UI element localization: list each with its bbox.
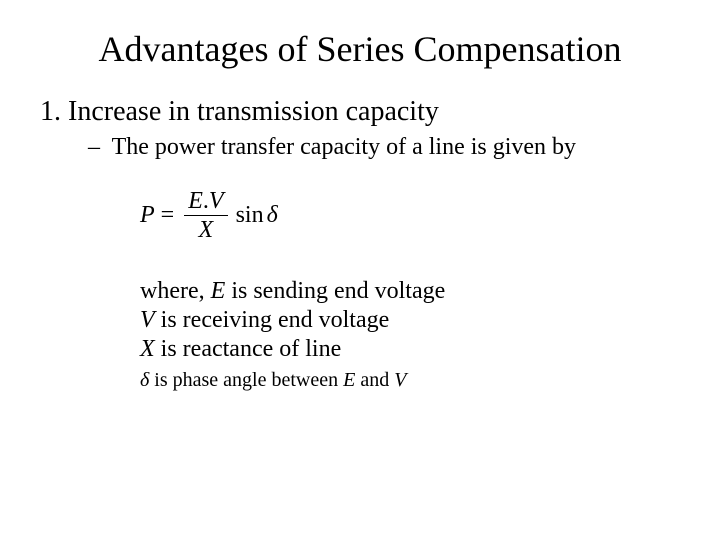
- point-1-text: Increase in transmission capacity: [61, 96, 439, 127]
- definitions: where, E is sending end voltage V is rec…: [140, 278, 680, 392]
- eq-numerator: E.V: [184, 189, 227, 216]
- def-delta-E: E: [343, 369, 355, 391]
- eq-delta: δ: [267, 202, 278, 229]
- def-X-symbol: X: [140, 336, 155, 362]
- def-V-text: is receiving end voltage: [155, 307, 390, 333]
- def-delta-and: and: [355, 369, 394, 391]
- subpoint-1: – The power transfer capacity of a line …: [88, 134, 680, 161]
- eq-denominator: X: [195, 216, 218, 242]
- eq-P: P: [140, 202, 155, 229]
- def-E: where, E is sending end voltage: [140, 278, 680, 305]
- def-X-text: is reactance of line: [155, 336, 342, 362]
- point-1: 1. Increase in transmission capacity: [40, 96, 680, 128]
- eq-equals: =: [161, 202, 175, 229]
- subpoint-1-text: The power transfer capacity of a line is…: [106, 134, 576, 160]
- def-E-symbol: E: [211, 278, 226, 304]
- equation: P = E.V X sin δ: [140, 189, 680, 242]
- slide-title: Advantages of Series Compensation: [40, 28, 680, 70]
- eq-sin: sin: [236, 202, 264, 229]
- eq-V: V: [209, 188, 224, 214]
- def-delta-text: is phase angle between: [149, 369, 343, 391]
- def-E-text: is sending end voltage: [225, 278, 445, 304]
- def-V-symbol: V: [140, 307, 155, 333]
- def-delta: δ is phase angle between E and V: [140, 369, 680, 392]
- bullet-dash: –: [88, 134, 100, 161]
- def-X: X is reactance of line: [140, 336, 680, 363]
- point-1-number: 1.: [40, 96, 61, 127]
- eq-fraction: E.V X: [184, 189, 227, 242]
- def-V: V is receiving end voltage: [140, 307, 680, 334]
- def-delta-symbol: δ: [140, 369, 149, 391]
- def-delta-V: V: [394, 369, 406, 391]
- def-where: where,: [140, 278, 211, 304]
- slide: Advantages of Series Compensation 1. Inc…: [0, 0, 720, 540]
- eq-E: E: [188, 188, 203, 214]
